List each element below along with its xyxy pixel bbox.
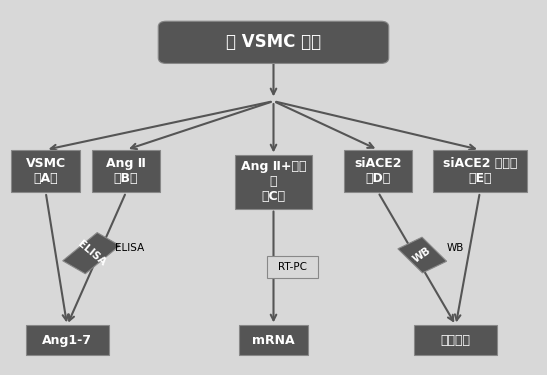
Text: 蛋白表达: 蛋白表达 [441,333,471,346]
FancyBboxPatch shape [158,21,389,63]
Polygon shape [63,232,120,274]
Text: WB: WB [446,243,464,253]
Text: VSMC
（A）: VSMC （A） [26,157,66,185]
Text: ELISA: ELISA [115,243,144,253]
Text: Ang Ⅱ+缸沙
坦
（C）: Ang Ⅱ+缸沙 坦 （C） [241,160,306,204]
FancyBboxPatch shape [414,325,497,355]
Text: Ang1-7: Ang1-7 [42,333,92,346]
Text: 人 VSMC 培养: 人 VSMC 培养 [226,33,321,51]
FancyBboxPatch shape [92,150,160,192]
FancyBboxPatch shape [344,150,412,192]
Text: ELISA: ELISA [75,239,107,268]
Text: WB: WB [411,245,433,265]
FancyBboxPatch shape [26,325,109,355]
FancyBboxPatch shape [235,155,312,209]
Text: mRNA: mRNA [252,333,295,346]
Text: RT-PC: RT-PC [278,262,307,272]
Text: Ang Ⅱ
（B）: Ang Ⅱ （B） [106,157,146,185]
Text: siACE2 缸沙坦
（E）: siACE2 缸沙坦 （E） [443,157,517,185]
Polygon shape [398,237,447,273]
FancyBboxPatch shape [238,325,309,355]
FancyBboxPatch shape [11,150,80,192]
FancyBboxPatch shape [433,150,527,192]
Text: siACE2
（D）: siACE2 （D） [354,157,402,185]
FancyBboxPatch shape [267,256,318,278]
